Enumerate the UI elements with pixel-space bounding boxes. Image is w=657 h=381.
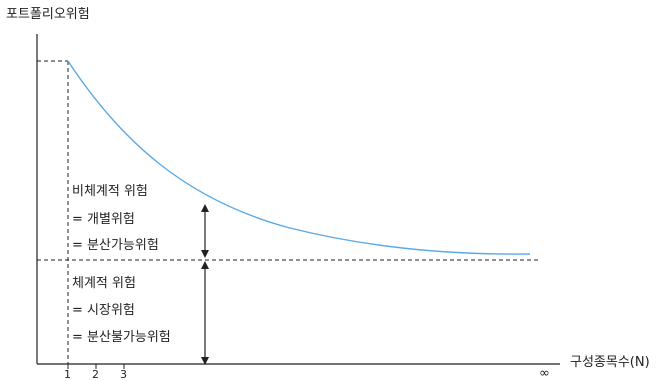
systematic-risk-alias-2: = 분산불가능위험: [72, 330, 171, 345]
x-tick-infinity: ∞: [539, 366, 550, 381]
unsystematic-risk-label: 비체계적 위험: [72, 184, 148, 199]
x-tick-3: 3: [120, 368, 127, 381]
y-axis-label: 포트폴리오위험: [6, 7, 90, 22]
unsystematic-risk-alias-1: = 개별위험: [72, 212, 135, 227]
x-tick-2: 2: [92, 368, 99, 381]
x-tick-1: 1: [64, 368, 71, 381]
x-axis-label: 구성종목수(N): [570, 355, 650, 370]
systematic-risk-label: 체계적 위험: [72, 276, 136, 291]
portfolio-risk-curve: [67, 60, 531, 255]
systematic-risk-alias-1: = 시장위험: [72, 303, 135, 318]
unsystematic-risk-alias-2: = 분산가능위험: [72, 238, 159, 253]
